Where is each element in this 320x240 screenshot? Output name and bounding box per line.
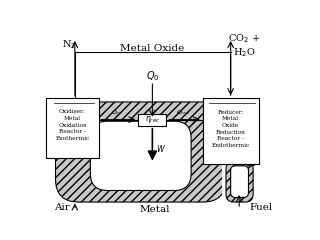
Text: $Q_{red}$: $Q_{red}$ bbox=[176, 108, 190, 117]
Text: Metal: Metal bbox=[140, 205, 170, 214]
FancyBboxPatch shape bbox=[226, 102, 253, 142]
Text: $\eta_{rec}$: $\eta_{rec}$ bbox=[145, 114, 160, 125]
Bar bbox=[222, 106, 231, 202]
FancyBboxPatch shape bbox=[231, 107, 248, 137]
Text: Reducer:
Metal
Oxide
Reduction
Reactor -
Endothermic: Reducer: Metal Oxide Reduction Reactor -… bbox=[212, 110, 250, 148]
FancyBboxPatch shape bbox=[231, 166, 248, 198]
FancyBboxPatch shape bbox=[90, 121, 191, 191]
Bar bbox=[139, 114, 166, 126]
Text: $W$: $W$ bbox=[156, 143, 166, 154]
FancyBboxPatch shape bbox=[226, 161, 253, 202]
Text: N$_2$: N$_2$ bbox=[62, 38, 76, 51]
Bar bbox=[203, 98, 259, 163]
Text: Metal Oxide: Metal Oxide bbox=[120, 43, 185, 53]
Text: $Q_0$: $Q_0$ bbox=[146, 70, 159, 84]
FancyBboxPatch shape bbox=[55, 102, 226, 202]
Text: CO$_2$ +
H$_2$O: CO$_2$ + H$_2$O bbox=[228, 32, 260, 60]
Bar bbox=[248, 139, 252, 163]
FancyBboxPatch shape bbox=[244, 137, 257, 166]
Text: Oxidiser:
Metal
Oxidation
Reactor -
Exothermic: Oxidiser: Metal Oxidation Reactor - Exot… bbox=[55, 109, 90, 141]
Text: Fuel: Fuel bbox=[249, 203, 273, 212]
Bar bbox=[46, 98, 99, 158]
Text: $Q_{ox}$: $Q_{ox}$ bbox=[111, 108, 124, 117]
Text: Air: Air bbox=[54, 203, 69, 212]
Bar bbox=[224, 142, 247, 162]
